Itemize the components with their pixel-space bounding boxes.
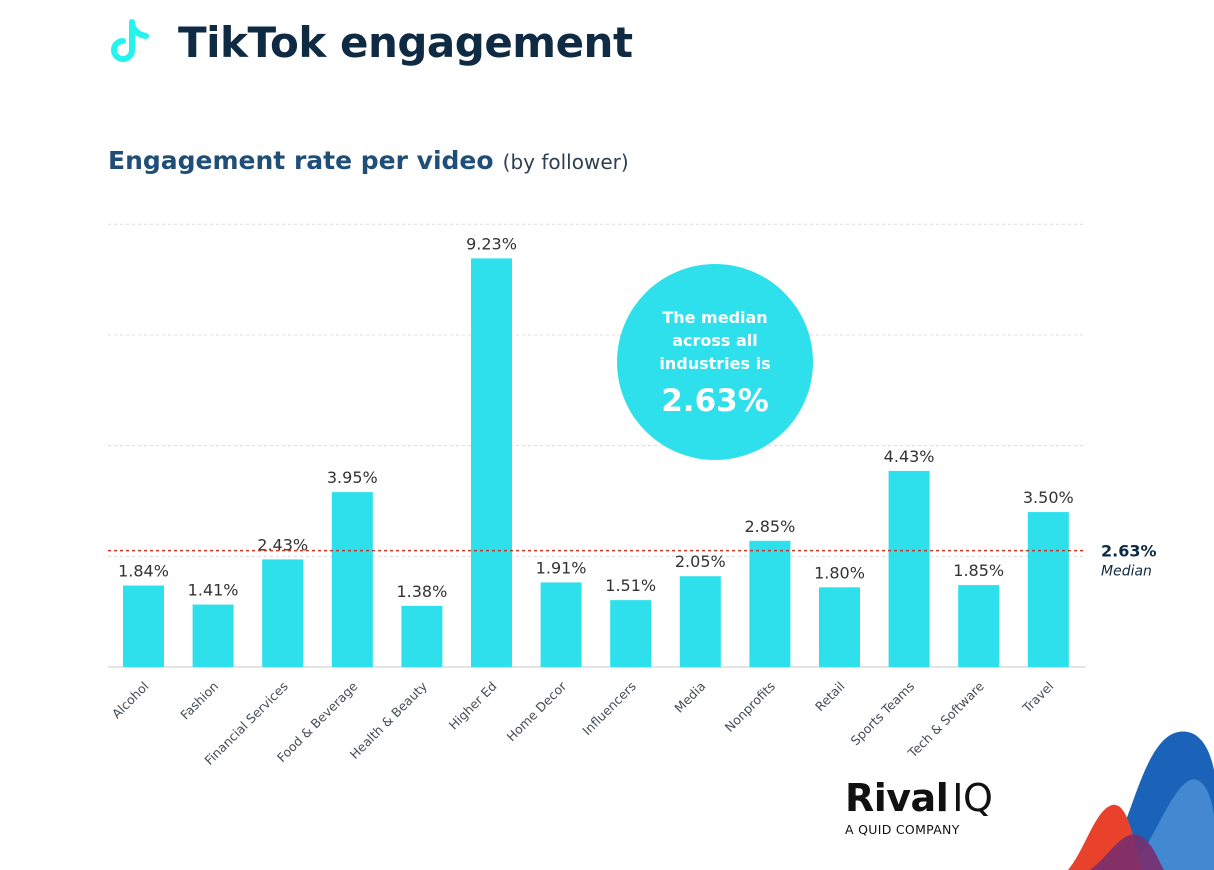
category-label-7: Influencers [579,679,639,739]
median-callout-line-1: The median [662,308,767,327]
category-label-1: Fashion [177,679,221,723]
logo-suffix: IQ [952,776,993,820]
chart-subtitle: Engagement rate per video (by follower) [108,146,629,175]
bar-2 [262,559,304,667]
value-label-0: 1.84% [118,562,169,581]
median-callout: The median across all industries is 2.63… [617,264,813,460]
tiktok-note-icon [111,19,149,62]
category-label-9: Nonprofits [722,679,778,735]
bar-10 [819,587,860,667]
category-label-8: Media [671,679,708,716]
header: TikTok engagement [108,12,633,72]
value-label-9: 2.85% [744,517,795,536]
value-label-4: 1.38% [396,582,447,601]
bar-6 [540,582,582,667]
category-label-12: Tech & Software [904,678,987,761]
value-label-12: 1.85% [953,561,1004,580]
bar-9 [749,540,791,667]
bar-12 [958,585,1000,667]
value-label-5: 9.23% [466,234,517,253]
median-word-label: Median [1101,564,1152,580]
bar-3 [331,492,373,667]
median-marker: 2.63% Median [108,542,1157,580]
value-label-13: 3.50% [1023,488,1074,507]
median-value-label: 2.63% [1101,542,1157,561]
bar-4 [401,605,443,667]
value-label-3: 3.95% [327,468,378,487]
median-callout-line-2: across all [672,331,758,350]
chart-title: Engagement rate per video [108,146,494,175]
bar-7 [610,600,652,667]
rival-iq-logo: Rival IQ A QUID COMPANY [845,778,1035,844]
logo-tagline: A QUID COMPANY [845,822,960,837]
median-callout-value: 2.63% [661,383,769,419]
median-callout-circle [617,264,813,460]
category-label-5: Higher Ed [446,679,500,733]
value-label-7: 1.51% [605,576,656,595]
bar-0 [123,585,164,667]
bar-13 [1027,512,1069,667]
decorative-wave-graphic [1068,731,1214,870]
median-callout-line-3: industries is [659,354,770,373]
category-label-0: Alcohol [109,679,152,722]
value-label-2: 2.43% [257,535,308,554]
logo-word: Rival [845,776,949,820]
category-label-13: Travel [1019,679,1057,717]
category-label-6: Home Decor [504,678,570,744]
bar-11 [888,470,930,667]
value-label-1: 1.41% [188,581,239,600]
value-label-10: 1.80% [814,563,865,582]
category-label-10: Retail [812,679,848,715]
category-label-11: Sports Teams [848,679,918,749]
chart-title-qualifier: (by follower) [502,150,629,174]
category-label-4: Health & Beauty [347,678,431,762]
value-label-11: 4.43% [884,447,935,466]
bar-8 [679,576,721,667]
page-title: TikTok engagement [178,17,633,67]
bar-5 [471,258,512,667]
gridlines [108,223,1086,668]
bar-1 [192,604,234,667]
value-label-6: 1.91% [536,558,587,577]
value-label-8: 2.05% [675,552,726,571]
